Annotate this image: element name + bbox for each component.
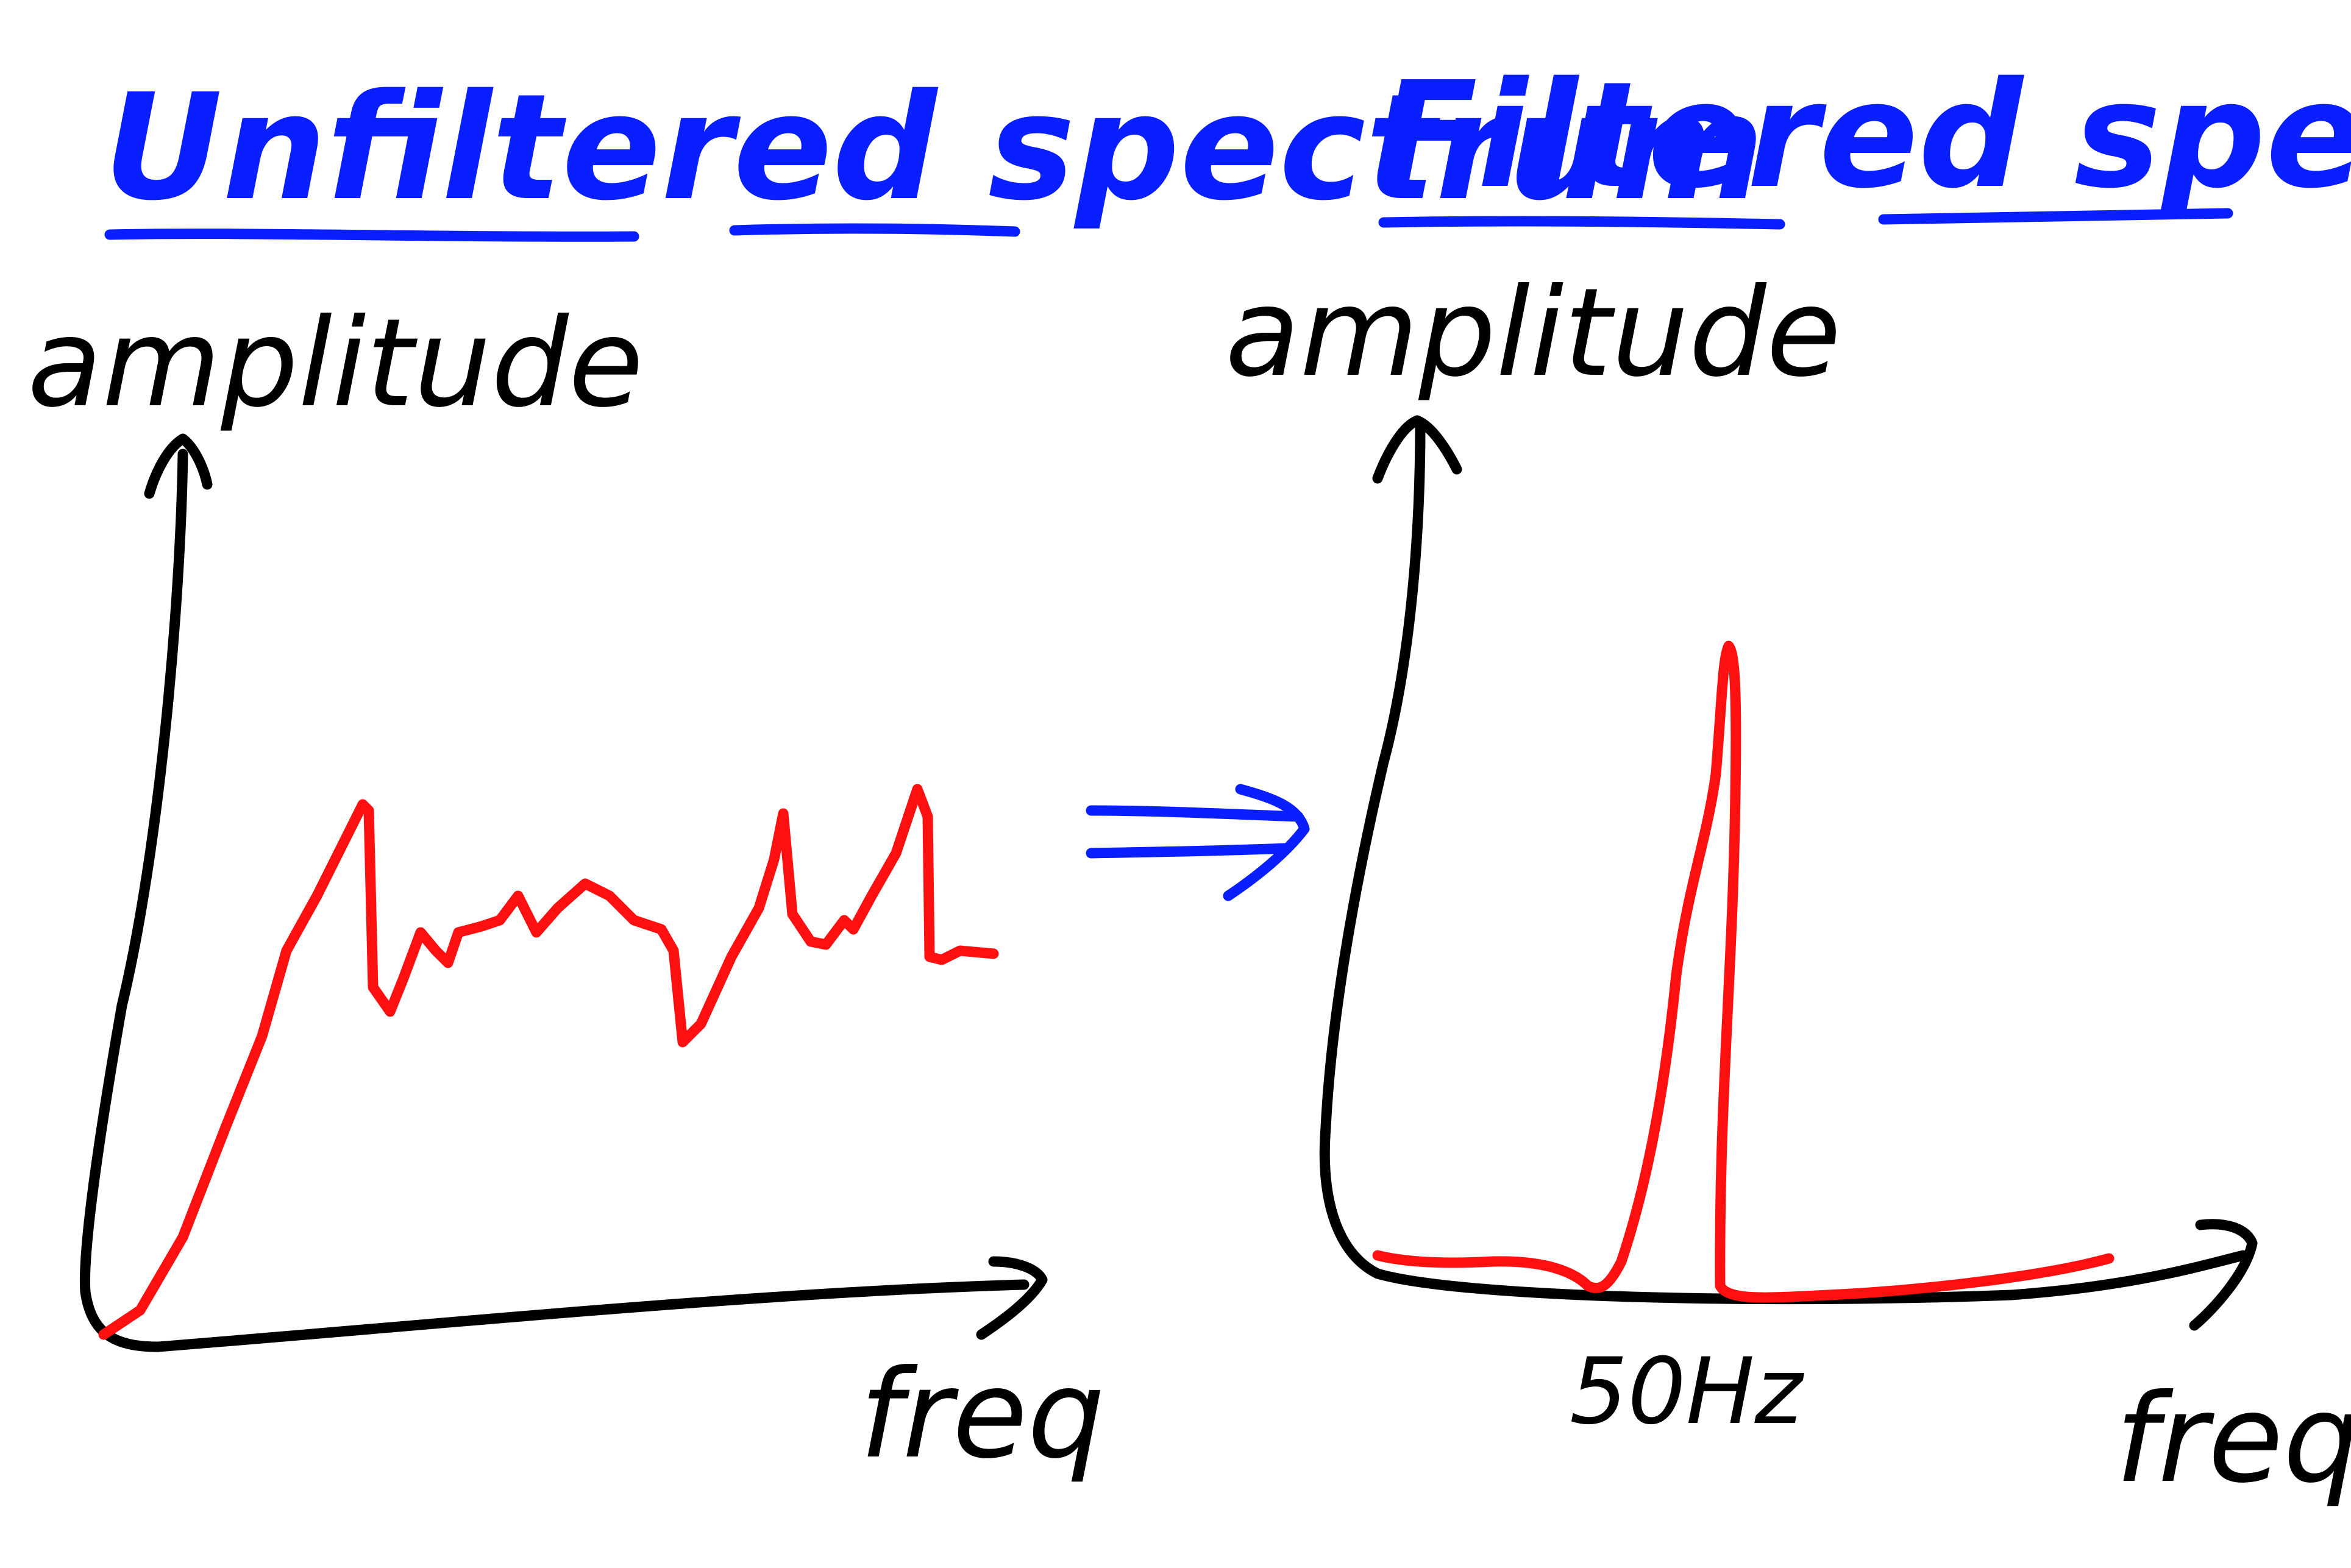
filtered-panel: Filtered spectrum amplitude 50Hz freq: [1225, 50, 2351, 1510]
filtered-title-underline-1: [1378, 216, 1785, 230]
filtered-title-underline-2: [1878, 208, 2233, 225]
filtered-ylabel: amplitude: [1225, 262, 1841, 404]
unfiltered-x-arrowhead: [976, 1256, 1048, 1340]
filtered-title: Filtered spectrum: [1378, 50, 2351, 221]
arrow-head: [1223, 784, 1310, 901]
unfiltered-axes: [79, 449, 1030, 1352]
unfiltered-y-arrowhead: [144, 433, 213, 499]
unfiltered-spectrum-curve: [98, 784, 999, 1340]
filtered-x-arrowhead: [2189, 1219, 2258, 1331]
unfiltered-panel: Unfiltered spectrum amplitude freq: [27, 62, 1765, 1486]
filtered-xlabel: freq: [2115, 1368, 2351, 1510]
arrow-shaft-top: [1086, 805, 1304, 822]
unfiltered-ylabel: amplitude: [27, 293, 644, 435]
filtered-peak-label: 50Hz: [1570, 1339, 1805, 1445]
filtered-spectrum-curve: [1372, 640, 2114, 1303]
arrow-shaft-bottom: [1086, 843, 1292, 859]
filtered-y-arrowhead: [1372, 415, 1462, 484]
unfiltered-title-underline-1: [104, 229, 639, 242]
unfiltered-xlabel: freq: [859, 1344, 1105, 1486]
unfiltered-title-underline-2: [729, 223, 1020, 237]
unfiltered-title: Unfiltered spectrum: [104, 62, 1765, 233]
double-arrow-right-icon: [1086, 784, 1310, 901]
filtered-axes: [1319, 421, 2249, 1305]
